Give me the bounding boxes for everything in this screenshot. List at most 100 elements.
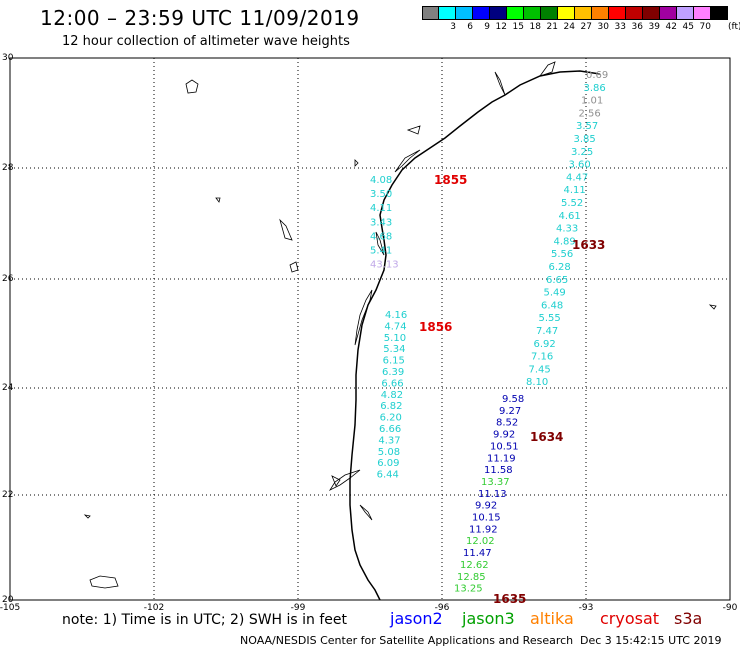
colorbar-cell (694, 6, 711, 20)
colorbar-cell (507, 6, 524, 20)
colorbar-tick-label: 12 (495, 22, 507, 32)
colorbar-tick-label: 21 (546, 22, 558, 32)
pass-time-label: 1855 (434, 173, 467, 187)
wave-height-value: 4.68 (370, 231, 392, 242)
colorbar-cell (643, 6, 660, 20)
colorbar-cell (626, 6, 643, 20)
latitude-label: 28 (2, 163, 14, 173)
wave-height-value: 13.37 (481, 477, 510, 488)
colorbar-cell (711, 6, 728, 20)
colorbar-cell (660, 6, 677, 20)
wave-height-value: 7.16 (531, 352, 553, 363)
latitude-label: 20 (2, 595, 14, 605)
satellite-legend-entry: jason2 (390, 609, 443, 628)
wave-height-value: 8.10 (526, 377, 548, 388)
colorbar-cell (609, 6, 626, 20)
colorbar-unit: (ft) (728, 22, 740, 32)
colorbar-cell (558, 6, 575, 20)
wave-height-value: 6.28 (549, 262, 571, 273)
longitude-label: -90 (723, 603, 738, 613)
wave-height-value: 11.13 (478, 489, 507, 500)
wave-height-value: 6.92 (534, 339, 556, 350)
footer-date: Dec 3 15:42:15 UTC 2019 (580, 634, 722, 647)
longitude-label: -99 (291, 603, 306, 613)
map-subtitle: 12 hour collection of altimeter wave hei… (62, 34, 350, 49)
wave-height-value: 6.48 (541, 300, 563, 311)
colorbar-tick-label: 15 (512, 22, 524, 32)
wave-height-value: 9.27 (499, 406, 521, 417)
colorbar-cell (422, 6, 439, 20)
colorbar-cell (456, 6, 473, 20)
colorbar-tick-label: 6 (467, 22, 473, 32)
mexico-coast-south (328, 469, 373, 521)
wave-height-value: 6.44 (377, 470, 399, 481)
wave-height-value: 6.65 (546, 275, 568, 286)
wave-height-value: 5.41 (370, 246, 392, 257)
wave-height-value: 4.61 (559, 211, 581, 222)
colorbar-tick-label: 42 (665, 22, 677, 32)
wave-height-value: 9.92 (475, 501, 497, 512)
satellite-legend-entry: s3a (674, 609, 703, 628)
wave-height-value: 6.09 (377, 458, 399, 469)
colorbar-tick-labels: 3 6 9 12 15 18 21 24 27 30 33 36 39 42 45 70 (422, 22, 711, 32)
wave-height-value: 6.66 (379, 424, 401, 435)
longitude-label: -93 (579, 603, 594, 613)
satellite-legend-entry: cryosat (600, 609, 660, 628)
wave-height-value: 9.58 (502, 394, 524, 405)
wave-height-value: 4.33 (556, 224, 578, 235)
latitude-label: 22 (2, 490, 13, 500)
wave-height-value: 3.85 (574, 134, 596, 145)
wave-height-value: 6.66 (381, 378, 403, 389)
colorbar-tick-label: 45 (682, 22, 694, 32)
wave-height-value: 2.56 (579, 108, 601, 119)
pass-time-label: 1635 (493, 592, 526, 606)
wave-height-value: 5.08 (378, 447, 400, 458)
colorbar-cell (439, 6, 456, 20)
map-title: 12:00 – 23:59 UTC 11/09/2019 (40, 6, 360, 30)
wave-height-value: 5.34 (383, 344, 405, 355)
wave-height-value: 4.74 (384, 321, 406, 332)
colorbar-cell (541, 6, 558, 20)
wave-height-value: 6.39 (382, 367, 404, 378)
latitude-label: 26 (2, 274, 14, 284)
colorbar-tick-label: 18 (529, 22, 541, 32)
wave-height-value: 7.45 (529, 364, 551, 375)
colorbar (422, 6, 728, 20)
wave-height-value: 7.47 (536, 326, 558, 337)
wave-height-value: 4.16 (385, 310, 407, 321)
wave-height-value: 5.56 (551, 249, 573, 260)
wave-height-value: 4.82 (381, 390, 403, 401)
pass-time-label: 1633 (572, 238, 605, 252)
wave-height-value: 5.10 (384, 333, 406, 344)
wave-height-value: 6.82 (380, 401, 402, 412)
latitude-label: 24 (2, 383, 14, 393)
wave-height-value: 4.89 (554, 236, 576, 247)
wave-height-value: 12.85 (457, 572, 486, 583)
wave-height-value: 11.92 (469, 524, 498, 535)
wave-height-value: 5.52 (561, 198, 583, 209)
colorbar-tick-label: 3 (450, 22, 456, 32)
coastline (349, 70, 601, 601)
colorbar-tick-label: 70 (699, 22, 711, 32)
colorbar-cell (575, 6, 592, 20)
colorbar-tick-label: 30 (597, 22, 609, 32)
colorbar-cell (677, 6, 694, 20)
wave-height-value: 3.50 (370, 189, 392, 200)
wave-height-value: 3.43 (370, 217, 392, 228)
longitude-label: -105 (0, 603, 20, 613)
wave-height-value: 6.20 (380, 413, 402, 424)
wave-height-value: 12.62 (460, 560, 489, 571)
wave-height-value: 3.60 (569, 160, 591, 171)
longitude-label: -96 (435, 603, 450, 613)
wave-height-value: 5.49 (544, 288, 566, 299)
wave-height-value: 12.02 (466, 536, 495, 547)
satellite-legend-entry: jason3 (462, 609, 515, 628)
satellite-legend-entry: altika (530, 609, 574, 628)
wave-height-value: 5.55 (539, 313, 561, 324)
coastline-inner (354, 61, 556, 346)
colorbar-tick-label: 27 (580, 22, 592, 32)
longitude-label: -102 (144, 603, 164, 613)
wave-height-value: 3.57 (576, 121, 598, 132)
wave-height-value: 1.01 (581, 96, 603, 107)
